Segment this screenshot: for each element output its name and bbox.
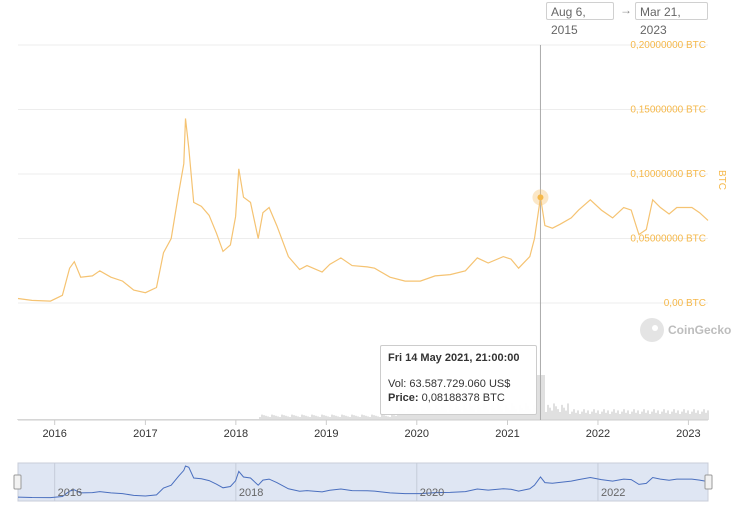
x-tick-label: 2020 [405,428,429,440]
x-tick-label: 2016 [42,428,66,440]
navigator-tick-label: 2018 [239,487,263,499]
navigator-tick-label: 2020 [420,487,444,499]
tooltip-vol-label: Vol: [388,378,407,390]
date-range-from-input[interactable]: Aug 6, 2015 [546,2,614,37]
x-tick-label: 2022 [586,428,610,440]
y-axis-label: BTC [716,170,727,190]
volume-bars [17,375,709,420]
tooltip: Fri 14 May 2021, 21:00:00 Vol: 63.587.72… [380,345,537,415]
price-series-line [17,118,709,302]
coingecko-watermark: CoinGecko [640,318,731,342]
y-tick-label: 0,10000000 BTC [630,169,706,180]
tooltip-price-value: 0,08188378 BTC [421,392,505,404]
range-arrow-icon: → [620,3,632,17]
y-tick-label: 0,20000000 BTC [630,40,706,51]
tooltip-date: Fri 14 May 2021, 21:00:00 [388,352,520,364]
watermark-text: CoinGecko [668,323,732,337]
date-range-to-input[interactable]: Mar 21, 2023 [635,2,708,37]
x-tick-label: 2023 [676,428,700,440]
y-tick-label: 0,00 BTC [664,298,706,309]
navigator-ticks: 2016 2018 2020 2022 [58,487,626,499]
x-axis-ticks: 2016 2017 2018 2019 2020 2021 2022 2023 [18,419,708,440]
navigator-tick-label: 2016 [58,487,82,499]
y-axis-ticks: 0,00 BTC 0,05000000 BTC 0,10000000 BTC 0,15… [630,40,706,309]
tooltip-price-label: Price: [388,392,419,404]
navigator-tick-label: 2022 [601,487,625,499]
navigator-right-handle[interactable] [704,474,713,490]
y-tick-label: 0,15000000 BTC [630,105,706,116]
tooltip-vol-value: 63.587.729.060 US$ [409,378,511,390]
navigator: 2016 2018 2020 2022 [13,462,713,502]
navigator-grid [54,463,599,501]
x-tick-label: 2021 [495,428,519,440]
x-tick-label: 2019 [314,428,338,440]
highlight-point [537,194,544,201]
chart-grid [18,44,708,304]
navigator-left-handle[interactable] [13,474,22,490]
coingecko-logo-icon [640,318,664,342]
x-tick-label: 2017 [133,428,157,440]
navigator-background[interactable] [17,462,709,502]
navigator-series-line [17,465,709,499]
y-tick-label: 0,05000000 BTC [630,234,706,245]
x-tick-label: 2018 [224,428,248,440]
